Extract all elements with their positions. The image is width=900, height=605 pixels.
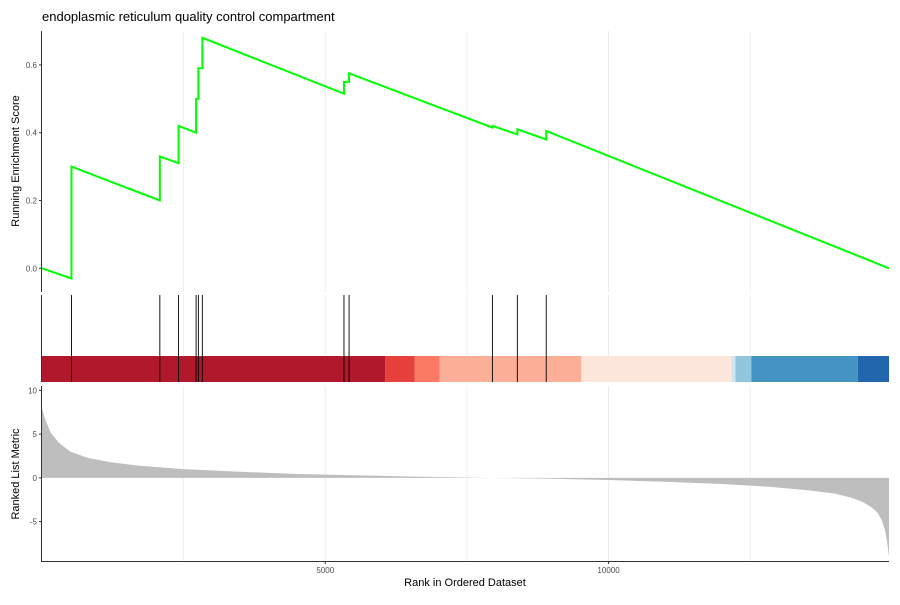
metric-y-tick-label: 10 [28,386,37,395]
metric-y-tick-label: 0 [33,474,38,483]
rank-band [414,356,440,382]
x-tick-label: 10000 [597,566,620,575]
es-y-ticks: 0.0 0.2 0.4 0.6 [26,61,42,273]
es-gridlines [183,31,751,292]
metric-y-axis-title: Ranked List Metric [10,428,22,520]
rank-color-bar [42,356,889,382]
es-y-tick-label: 0.2 [26,196,38,205]
gene-hits-panel [41,295,889,382]
running-enrichment-line [41,36,890,280]
chart-title: endoplasmic reticulum quality control co… [42,9,335,24]
ranked-metric-area [42,407,889,557]
es-y-tick-label: 0.0 [26,264,38,273]
es-y-tick-label: 0.6 [26,61,38,70]
es-y-axis-title: Running Enrichment Score [10,95,22,226]
es-y-tick-label: 0.4 [26,129,38,138]
ranked-metric-panel: 10 5 0 -5 5000 10000 [28,386,889,575]
rank-band [385,356,415,382]
metric-y-tick-label: 5 [33,430,38,439]
rank-band [857,356,889,382]
gene-hit-markers [71,295,547,382]
rank-band [731,356,736,382]
metric-y-ticks: 10 5 0 -5 [28,386,42,527]
metric-y-tick-label: -5 [30,518,38,527]
x-axis-title: Rank in Ordered Dataset [404,577,526,589]
x-tick-label: 5000 [316,566,334,575]
rank-band [581,356,732,382]
rank-band [42,356,386,382]
x-ticks: 5000 10000 [316,561,620,575]
rank-band [735,356,752,382]
enrichment-score-panel: 0.0 0.2 0.4 0.6 [26,31,890,292]
rank-band [751,356,858,382]
rank-band [439,356,582,382]
